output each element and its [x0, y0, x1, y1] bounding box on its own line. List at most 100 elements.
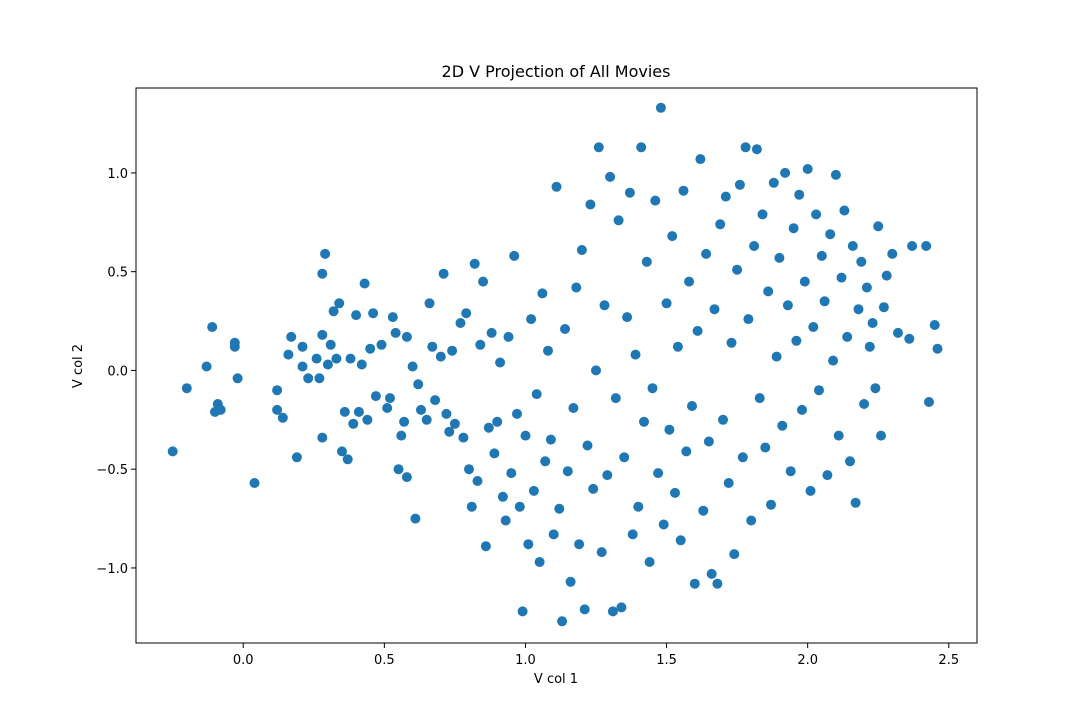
- data-point: [639, 416, 649, 427]
- x-tick-label: 1.0: [515, 653, 536, 668]
- data-point: [870, 383, 881, 394]
- data-point: [867, 318, 878, 328]
- data-point: [320, 248, 331, 259]
- data-point: [427, 341, 438, 352]
- data-point: [678, 185, 689, 196]
- data-point: [805, 485, 816, 496]
- data-point: [607, 606, 618, 617]
- data-point: [464, 464, 474, 475]
- data-point: [495, 357, 506, 368]
- data-point: [701, 248, 712, 259]
- data-point: [921, 241, 932, 251]
- data-point: [328, 306, 339, 317]
- data-point: [311, 353, 322, 364]
- data-point: [814, 385, 824, 396]
- data-point: [658, 519, 669, 530]
- data-point: [438, 268, 449, 279]
- data-point: [768, 177, 779, 188]
- data-point: [802, 164, 813, 174]
- data-point: [444, 426, 455, 437]
- data-point: [929, 320, 940, 330]
- data-point: [828, 355, 839, 366]
- data-point: [382, 403, 393, 413]
- data-point: [441, 408, 452, 419]
- data-point: [351, 310, 362, 321]
- data-point: [359, 278, 370, 289]
- data-point: [746, 515, 757, 526]
- data-point: [774, 252, 785, 263]
- data-point: [780, 167, 791, 178]
- data-point: [650, 195, 661, 206]
- data-point: [528, 485, 539, 496]
- data-point: [421, 414, 432, 425]
- data-point: [706, 568, 717, 579]
- data-point: [475, 339, 486, 350]
- data-point: [523, 539, 534, 550]
- data-point: [797, 404, 807, 415]
- y-axis-label: V col 2: [71, 344, 86, 388]
- data-point: [667, 231, 678, 242]
- data-point: [466, 501, 477, 512]
- data-point: [435, 351, 446, 362]
- data-point: [551, 181, 562, 192]
- data-point: [297, 341, 308, 352]
- data-point: [514, 501, 525, 512]
- data-point: [325, 339, 336, 350]
- data-point: [272, 385, 283, 396]
- data-point: [593, 142, 604, 153]
- data-point: [545, 434, 556, 445]
- data-point: [715, 219, 726, 230]
- x-tick-label: 0.0: [233, 653, 254, 668]
- data-point: [207, 322, 218, 332]
- data-point: [664, 424, 675, 435]
- data-point: [729, 549, 740, 560]
- data-point: [345, 353, 356, 364]
- data-point: [734, 179, 745, 190]
- x-axis-label: V col 1: [534, 672, 578, 687]
- plot-frame: [135, 87, 978, 644]
- data-point: [695, 154, 706, 165]
- data-point: [376, 339, 387, 350]
- data-point: [907, 241, 918, 251]
- data-point: [904, 333, 915, 344]
- data-point: [526, 314, 537, 325]
- data-point: [317, 329, 328, 340]
- data-point: [348, 418, 359, 429]
- data-point: [568, 403, 579, 413]
- y-axis: −1.0 −0.5 0.0 0.5 1.0: [96, 167, 136, 577]
- data-point: [684, 276, 695, 287]
- data-point: [497, 491, 508, 502]
- data-point: [480, 541, 491, 552]
- data-point: [839, 205, 850, 216]
- data-point: [808, 322, 819, 332]
- data-point: [661, 298, 672, 309]
- x-axis: 0.0 0.5 1.0 1.5 2.0 2.5: [233, 643, 959, 668]
- y-tick-label: −1.0: [96, 562, 128, 577]
- data-point: [703, 436, 714, 447]
- data-point: [847, 241, 858, 251]
- data-point: [574, 539, 585, 550]
- x-tick-label: 0.5: [374, 653, 395, 668]
- data-point: [859, 399, 870, 409]
- data-point: [201, 361, 212, 372]
- data-point: [483, 422, 494, 433]
- data-point: [334, 298, 345, 309]
- data-point: [924, 397, 934, 407]
- data-point: [647, 383, 658, 394]
- data-point: [588, 483, 599, 494]
- data-point: [407, 361, 418, 372]
- data-point: [864, 341, 875, 352]
- data-point: [229, 341, 240, 352]
- data-point: [365, 343, 376, 354]
- data-point: [878, 302, 889, 313]
- data-point: [585, 199, 596, 210]
- data-point: [619, 452, 630, 463]
- data-point: [469, 258, 480, 269]
- data-point: [760, 442, 771, 453]
- data-point: [303, 373, 314, 384]
- data-point: [399, 416, 410, 427]
- data-point: [455, 318, 466, 328]
- data-point: [799, 276, 810, 287]
- data-point: [653, 468, 664, 479]
